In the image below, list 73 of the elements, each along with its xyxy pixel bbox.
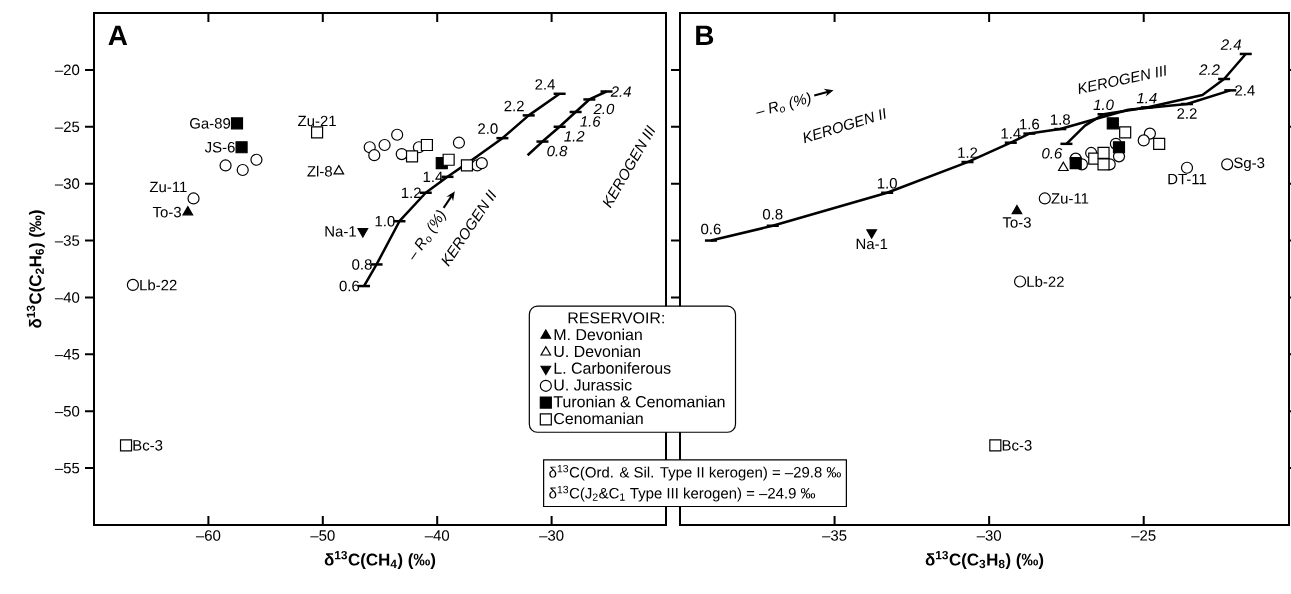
y-tick-label: –55 — [54, 462, 80, 474]
annotation: 1.6 — [580, 116, 601, 127]
annotation: 1.2 — [401, 187, 421, 198]
annotation: Bc-3 — [1002, 440, 1032, 451]
annotation: Zu-11 — [149, 181, 187, 193]
annotation: DT-11 — [1168, 173, 1207, 185]
x-axis-title: δ$^{13}$C(C$_{3}$H$_{8}$) (‰) — [925, 550, 1044, 569]
annotation: 0.6 — [339, 280, 360, 292]
annotation: Zu-21 — [298, 115, 336, 127]
x-tick-label: –50 — [310, 530, 335, 541]
annotation: 0.6 — [1042, 148, 1063, 159]
y-tick-label: –30 — [54, 178, 80, 189]
x-tick-label: –35 — [822, 530, 847, 541]
annotation: 2.4 — [610, 86, 631, 97]
y-tick-label: –25 — [54, 121, 80, 133]
annotation: 1.6 — [1020, 118, 1040, 130]
x-axis-title: δ$^{13}$C(CH$_{4}$) (‰) — [324, 550, 436, 569]
annotation: 2.4 — [535, 79, 555, 90]
annotation: 2.2 — [504, 100, 524, 112]
annotation: 1.0 — [1093, 99, 1114, 111]
y-axis-title: δ$^{13}$C(C$_{2}$H$_{6}$) (‰) — [26, 210, 45, 328]
annotation: δ$^{13}$C(J$_{2}$&C$_{1}$ Type III kerogen) = –24.9 ‰ — [549, 485, 816, 502]
annotation: 1.2 — [958, 147, 978, 158]
legend-label: Cenomanian — [554, 412, 643, 425]
legend-label: Turonian & Cenomanian — [553, 395, 725, 408]
annotation: Ga-89 — [190, 118, 231, 129]
legend-label: U. Jurassic — [554, 378, 632, 391]
annotation: Zl-8 — [307, 165, 332, 177]
x-tick-label: –30 — [976, 530, 1002, 541]
y-tick-label: –35 — [54, 235, 80, 246]
annotation: 0.8 — [547, 145, 568, 157]
text: – R$_{o}$ (%) — [756, 92, 811, 114]
annotation: Na-1 — [325, 226, 356, 237]
annotation: 1.4 — [1136, 92, 1157, 104]
legend-title: RESERVOIR: — [568, 312, 664, 324]
legend-label: M. Devonian — [554, 328, 642, 341]
annotation: 2.4 — [1235, 85, 1255, 96]
legend-label: L. Carboniferous — [554, 362, 671, 374]
annotation: Lb-22 — [1027, 276, 1064, 287]
y-tick-label: –40 — [54, 292, 80, 303]
annotation: Na-1 — [856, 238, 888, 250]
annotation: 2.2 — [1199, 64, 1220, 75]
x-tick-label: –25 — [1131, 530, 1156, 541]
chart-title: B — [696, 25, 714, 46]
annotation: To-3 — [152, 206, 181, 218]
annotation: To-3 — [1002, 217, 1031, 228]
annotation: JS-6 — [204, 141, 235, 153]
annotation: 1.2 — [564, 130, 585, 142]
x-tick-label: –30 — [539, 530, 564, 541]
annotation: 1.8 — [1051, 114, 1070, 125]
annotation: 1.0 — [375, 215, 395, 227]
annotation: 1.4 — [423, 171, 443, 182]
annotation: δ$^{13}$C(Ord. & Sil. Type II kerogen) = –29.8 ‰ — [549, 464, 841, 481]
chart-title: A — [108, 25, 128, 46]
annotation: Sg-3 — [1234, 157, 1265, 172]
annotation: Lb-22 — [140, 279, 177, 291]
y-tick-label: –50 — [54, 405, 80, 417]
annotation: 2.0 — [593, 103, 615, 115]
legend-label: U. Devonian — [554, 345, 640, 358]
x-tick-label: –40 — [424, 530, 450, 541]
annotation: 2.2 — [1177, 108, 1197, 119]
y-tick-label: –45 — [54, 349, 80, 360]
annotation: 0.8 — [352, 259, 372, 270]
annotation: Bc-3 — [133, 440, 163, 451]
annotation: 1.0 — [877, 177, 897, 189]
annotation: 0.8 — [762, 208, 783, 220]
annotation: 0.6 — [701, 223, 721, 235]
annotation: 2.0 — [478, 123, 498, 134]
x-tick-label: –60 — [195, 530, 221, 541]
annotation: Zu-11 — [1051, 193, 1089, 204]
annotation: 1.4 — [1001, 128, 1021, 139]
annotation: 2.4 — [1220, 39, 1241, 50]
y-tick-label: –20 — [54, 64, 80, 76]
